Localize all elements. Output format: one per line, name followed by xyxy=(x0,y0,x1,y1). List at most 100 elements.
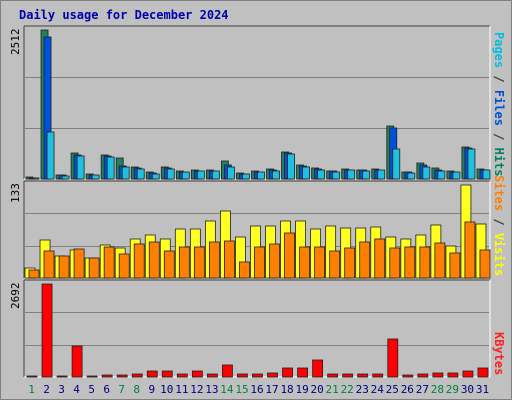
bar-kbytes-day-27 xyxy=(417,373,429,378)
x-tick-label-10: 10 xyxy=(160,383,173,396)
bar-pages-day-28 xyxy=(437,170,446,180)
bar-sites-day-25 xyxy=(389,247,401,279)
x-tick-label-6: 6 xyxy=(103,383,110,396)
bar-sites-day-2 xyxy=(43,250,55,279)
bar-sites-day-30 xyxy=(464,221,476,279)
bar-pages-day-22 xyxy=(347,169,356,180)
x-tick-label-7: 7 xyxy=(118,383,125,396)
panel-2-legend: Sites / Visits xyxy=(492,175,506,276)
bar-pages-day-26 xyxy=(407,172,416,180)
bar-kbytes-day-2 xyxy=(41,283,53,378)
x-tick-label-30: 30 xyxy=(461,383,474,396)
bar-pages-day-8 xyxy=(136,168,145,180)
x-tick-label-22: 22 xyxy=(341,383,354,396)
bar-sites-day-14 xyxy=(224,240,235,279)
bar-pages-day-14 xyxy=(227,166,235,180)
bar-kbytes-day-10 xyxy=(161,370,173,378)
bar-kbytes-day-14 xyxy=(222,364,233,378)
bar-pages-day-27 xyxy=(422,166,431,180)
bar-kbytes-day-17 xyxy=(267,372,278,378)
bar-kbytes-day-16 xyxy=(252,373,263,378)
bar-pages-day-3 xyxy=(61,175,70,180)
bar-pages-day-1 xyxy=(31,177,40,180)
x-tick-label-27: 27 xyxy=(416,383,429,396)
bar-pages-day-24 xyxy=(377,169,386,180)
panel-1-background xyxy=(24,26,490,179)
bar-sites-day-17 xyxy=(269,243,280,279)
bar-kbytes-day-9 xyxy=(146,370,158,378)
legend-entry: / xyxy=(492,68,506,90)
panel-3-ymax-label: 2692 xyxy=(9,282,22,310)
bar-pages-day-9 xyxy=(151,173,160,180)
legend-entry: Sites xyxy=(492,175,506,212)
x-tick-label-29: 29 xyxy=(446,383,459,396)
bar-kbytes-day-19 xyxy=(297,367,308,378)
bar-kbytes-day-24 xyxy=(372,373,384,378)
bar-kbytes-day-18 xyxy=(282,367,293,378)
bar-sites-day-26 xyxy=(404,246,416,279)
x-tick-label-2: 2 xyxy=(43,383,50,396)
bar-sites-day-19 xyxy=(299,246,310,279)
x-tick-label-3: 3 xyxy=(58,383,65,396)
x-tick-label-13: 13 xyxy=(205,383,218,396)
legend-entry: Pages xyxy=(492,32,506,69)
legend-entry: / xyxy=(492,125,506,148)
x-tick-label-5: 5 xyxy=(88,383,95,396)
bar-kbytes-day-4 xyxy=(71,345,83,378)
bar-pages-day-2 xyxy=(46,131,55,180)
bar-kbytes-day-5 xyxy=(86,375,98,378)
bar-sites-day-11 xyxy=(178,246,190,279)
bar-sites-day-27 xyxy=(419,246,431,279)
bar-sites-day-21 xyxy=(329,250,341,279)
legend-entry: / xyxy=(492,211,506,233)
bar-pages-day-16 xyxy=(257,171,265,180)
panel-1-ymax-label: 2512 xyxy=(9,28,22,56)
bar-kbytes-day-1 xyxy=(26,375,38,378)
x-tick-label-20: 20 xyxy=(311,383,324,396)
panel-3-background xyxy=(24,280,490,377)
x-tick-label-1: 1 xyxy=(28,383,35,396)
bar-kbytes-day-29 xyxy=(447,372,459,378)
bar-pages-day-18 xyxy=(287,153,295,180)
x-tick-label-15: 15 xyxy=(235,383,248,396)
x-tick-label-28: 28 xyxy=(431,383,444,396)
bar-pages-day-30 xyxy=(467,148,476,180)
bar-kbytes-day-8 xyxy=(131,373,143,378)
bar-kbytes-day-25 xyxy=(387,338,399,378)
bar-kbytes-day-31 xyxy=(477,367,489,378)
bar-pages-day-25 xyxy=(392,148,401,180)
x-tick-label-25: 25 xyxy=(386,383,399,396)
x-tick-label-8: 8 xyxy=(133,383,140,396)
bar-sites-day-6 xyxy=(103,246,115,279)
bar-kbytes-day-11 xyxy=(176,373,188,378)
bar-sites-day-4 xyxy=(73,248,85,279)
bar-pages-day-20 xyxy=(317,169,326,180)
legend-entry: Hits xyxy=(492,147,506,177)
bar-sites-day-10 xyxy=(163,250,175,279)
bar-sites-day-18 xyxy=(284,232,295,279)
bar-sites-day-12 xyxy=(193,246,205,279)
bar-pages-day-19 xyxy=(302,166,310,180)
x-tick-label-21: 21 xyxy=(326,383,339,396)
bar-pages-day-5 xyxy=(91,174,100,180)
bar-sites-day-13 xyxy=(208,241,220,279)
bar-sites-day-3 xyxy=(58,255,70,279)
bar-kbytes-day-23 xyxy=(357,373,369,378)
bar-sites-day-15 xyxy=(239,261,250,279)
x-tick-label-19: 19 xyxy=(295,383,308,396)
chart-title: Daily usage for December 2024 xyxy=(19,8,229,22)
panel-1-legend: Pages / Files / Hits xyxy=(492,32,506,177)
bar-kbytes-day-22 xyxy=(342,373,354,378)
bar-sites-day-23 xyxy=(359,241,371,279)
legend-entry: KBytes xyxy=(492,332,506,376)
bar-sites-day-8 xyxy=(133,243,145,279)
x-tick-label-26: 26 xyxy=(401,383,414,396)
x-tick-label-12: 12 xyxy=(190,383,203,396)
x-tick-label-23: 23 xyxy=(356,383,369,396)
bar-sites-day-7 xyxy=(118,253,130,279)
bar-pages-day-11 xyxy=(181,171,190,180)
bar-kbytes-day-6 xyxy=(101,374,113,378)
x-tick-label-31: 31 xyxy=(476,383,489,396)
bar-sites-day-24 xyxy=(374,238,386,279)
bar-pages-day-6 xyxy=(106,156,115,180)
